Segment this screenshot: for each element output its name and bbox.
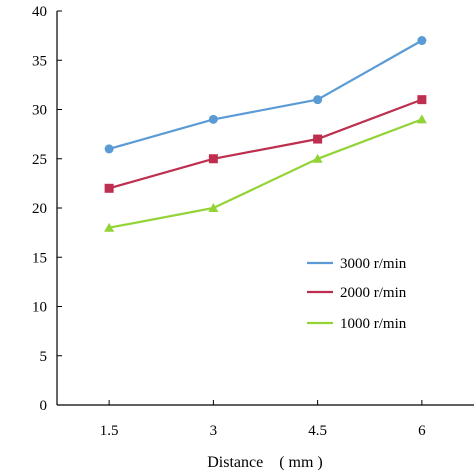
y-tick-label: 40	[32, 4, 47, 20]
data-point	[312, 153, 323, 163]
x-tick-label: 1.5	[100, 423, 119, 439]
series-2000-r-min	[104, 95, 427, 193]
data-point	[104, 222, 115, 232]
x-tick-label: 4.5	[308, 423, 327, 439]
data-point	[417, 95, 427, 105]
y-tick-label: 15	[32, 250, 47, 266]
y-axis-ticks: 0 5 10 15 20 25 30 35 40	[32, 4, 62, 414]
y-tick-label: 10	[32, 300, 47, 316]
data-point	[208, 154, 218, 164]
series-line	[108, 98, 423, 190]
series-1000-r-min	[104, 114, 427, 232]
data-point	[104, 144, 114, 154]
series-3000-r-min	[104, 36, 427, 154]
y-tick-label: 0	[40, 398, 48, 414]
data-point	[416, 114, 427, 124]
y-tick-label: 30	[32, 103, 47, 119]
y-tick-label: 5	[40, 349, 48, 365]
x-tick-label: 3	[210, 423, 218, 439]
legend: 3000 r/min 2000 r/min 1000 r/min	[307, 256, 407, 332]
data-point	[313, 134, 323, 144]
y-tick-label: 20	[32, 201, 47, 217]
data-point	[104, 183, 114, 193]
y-tick-label: 35	[32, 53, 47, 69]
series-layer	[104, 36, 427, 232]
series-line	[108, 39, 423, 150]
x-axis-title: Distance ( mm )	[207, 454, 323, 471]
data-point	[208, 203, 219, 212]
legend-label: 3000 r/min	[340, 256, 407, 272]
series-line	[108, 118, 423, 229]
x-tick-label: 6	[418, 423, 426, 439]
x-axis-ticks: 1.5 3 4.5 6	[100, 400, 426, 439]
y-tick-label: 25	[32, 152, 47, 168]
data-point	[208, 114, 218, 124]
legend-label: 1000 r/min	[340, 316, 407, 332]
legend-label: 2000 r/min	[340, 285, 407, 301]
data-point	[417, 36, 427, 46]
data-point	[313, 95, 323, 105]
